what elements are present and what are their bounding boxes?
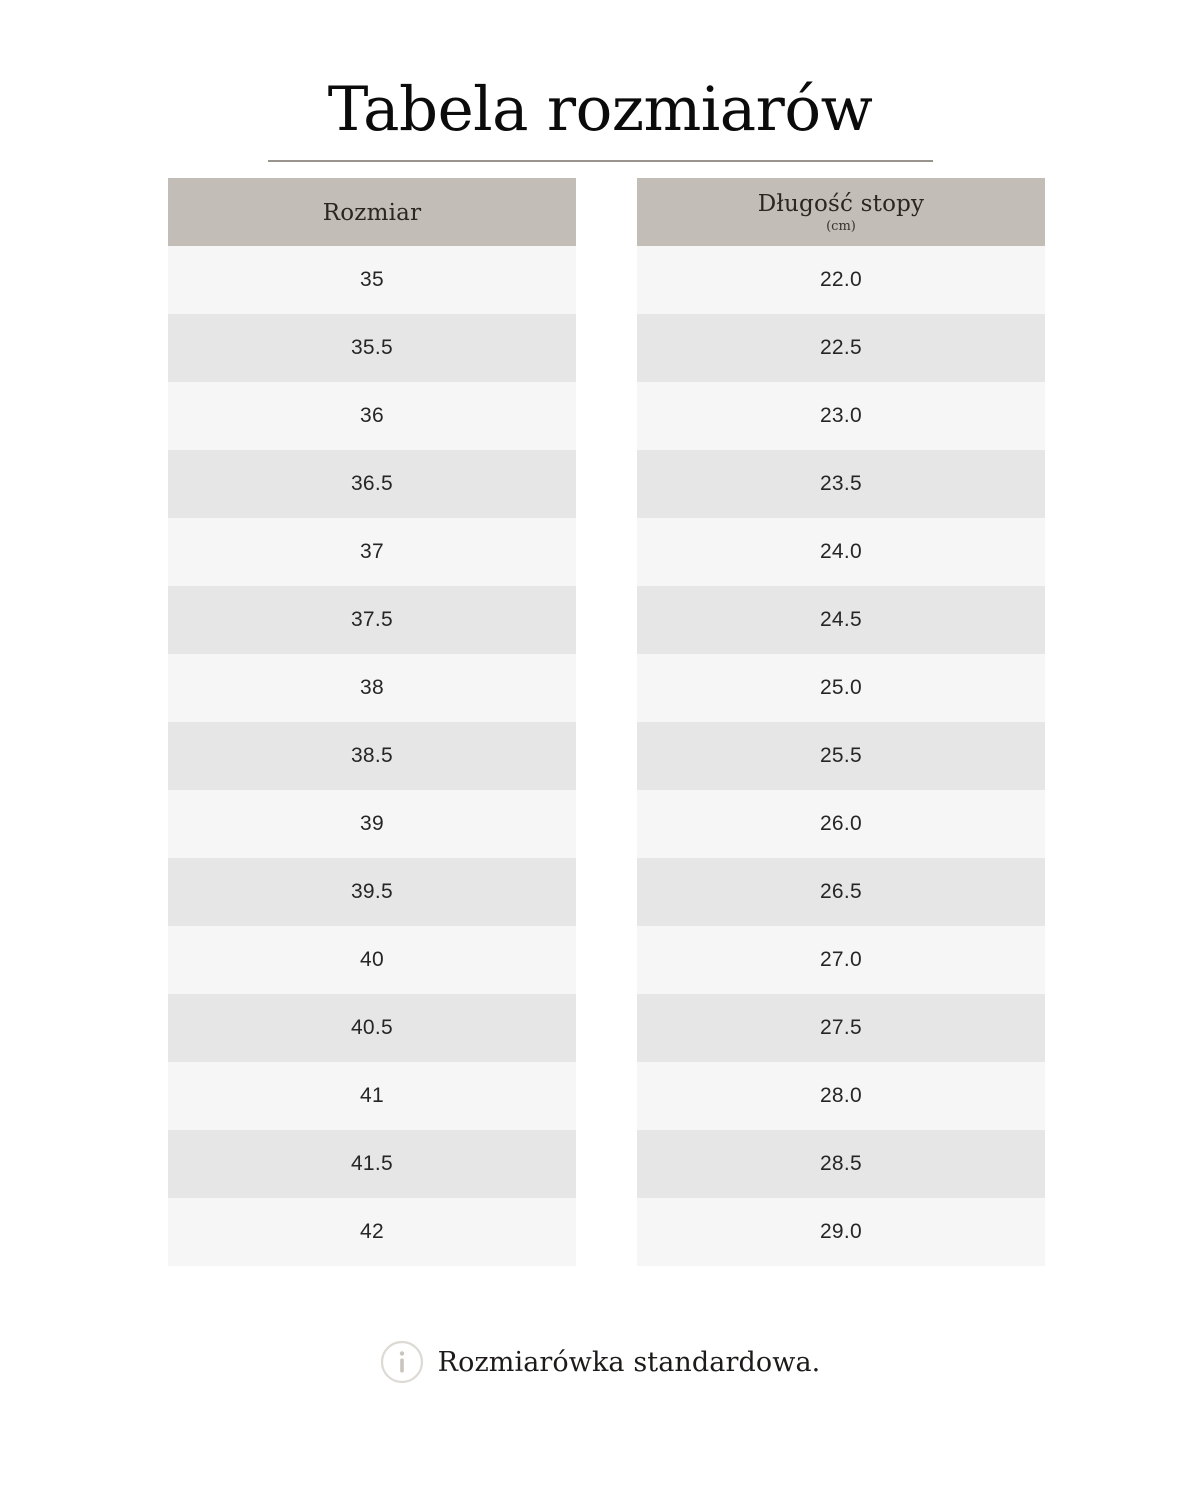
table-row: 35 xyxy=(168,246,576,314)
column-header-length-label: Długość stopy xyxy=(757,191,925,218)
footnote: Rozmiarówka standardowa. xyxy=(0,1340,1200,1384)
table-row: 38 xyxy=(168,654,576,722)
table-row: 38.5 xyxy=(168,722,576,790)
table-row: 24.5 xyxy=(637,586,1045,654)
table-row: 36 xyxy=(168,382,576,450)
title-block: Tabela rozmiarów xyxy=(0,74,1200,163)
table-row: 24.0 xyxy=(637,518,1045,586)
title-divider xyxy=(267,160,933,163)
table-row: 39.5 xyxy=(168,858,576,926)
column-header-size: Rozmiar xyxy=(168,178,576,246)
size-table: Rozmiar 35 35.5 36 36.5 37 37.5 38 38.5 39 39.5 40… xyxy=(168,178,1045,1266)
table-row: 22.5 xyxy=(637,314,1045,382)
table-row: 27.0 xyxy=(637,926,1045,994)
table-row: 26.0 xyxy=(637,790,1045,858)
table-row: 42 xyxy=(168,1198,576,1266)
length-column: Długość stopy (cm) 22.0 22.5 23.0 23.5 24.0 2… xyxy=(637,178,1045,1266)
table-row: 27.5 xyxy=(637,994,1045,1062)
length-column-body: 22.0 22.5 23.0 23.5 24.0 24.5 25.0 25.5 26.0 26.5… xyxy=(637,246,1045,1266)
table-row: 37.5 xyxy=(168,586,576,654)
column-header-length-unit: (cm) xyxy=(826,218,856,234)
table-row: 26.5 xyxy=(637,858,1045,926)
table-row: 23.0 xyxy=(637,382,1045,450)
info-icon xyxy=(380,1340,423,1384)
table-row: 25.0 xyxy=(637,654,1045,722)
table-row: 39 xyxy=(168,790,576,858)
table-row: 36.5 xyxy=(168,450,576,518)
table-row: 23.5 xyxy=(637,450,1045,518)
column-header-length: Długość stopy (cm) xyxy=(637,178,1045,246)
table-row: 35.5 xyxy=(168,314,576,382)
table-row: 22.0 xyxy=(637,246,1045,314)
table-row: 41 xyxy=(168,1062,576,1130)
table-row: 25.5 xyxy=(637,722,1045,790)
table-row: 28.5 xyxy=(637,1130,1045,1198)
table-row: 28.0 xyxy=(637,1062,1045,1130)
page-title: Tabela rozmiarów xyxy=(327,74,873,145)
table-row: 37 xyxy=(168,518,576,586)
size-column: Rozmiar 35 35.5 36 36.5 37 37.5 38 38.5 39 39.5 40… xyxy=(168,178,576,1266)
table-row: 29.0 xyxy=(637,1198,1045,1266)
size-column-body: 35 35.5 36 36.5 37 37.5 38 38.5 39 39.5 40 40.5 41 41… xyxy=(168,246,576,1266)
footnote-text: Rozmiarówka standardowa. xyxy=(437,1346,821,1378)
table-row: 40 xyxy=(168,926,576,994)
table-row: 40.5 xyxy=(168,994,576,1062)
table-row: 41.5 xyxy=(168,1130,576,1198)
column-header-size-label: Rozmiar xyxy=(322,199,422,226)
